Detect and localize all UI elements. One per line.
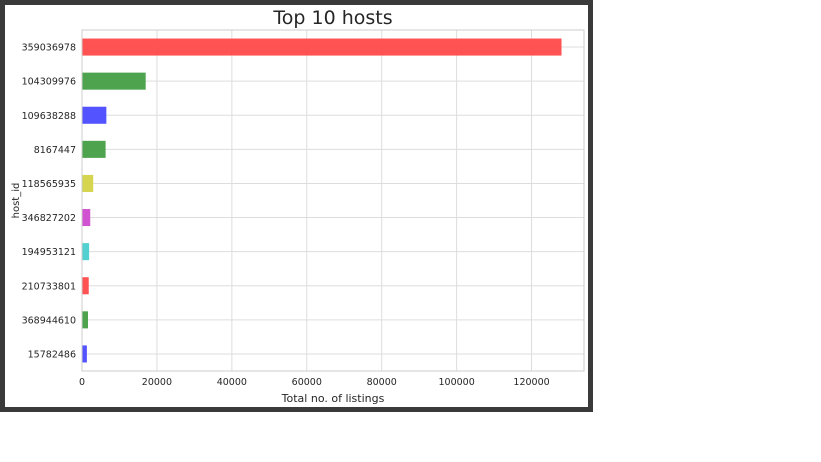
bar — [82, 209, 91, 227]
y-tick-label: 104309976 — [22, 77, 76, 88]
x-tick-label: 40000 — [217, 377, 247, 388]
bar-chart: Top 10 hosts 359036978 104309976 109638288… — [11, 7, 585, 405]
bar — [82, 106, 107, 124]
x-tick-label: 100000 — [438, 377, 474, 388]
chart-title: Top 10 hosts — [272, 7, 392, 29]
y-tick-label: 346827202 — [22, 213, 76, 224]
bar — [82, 345, 87, 363]
y-tick-label: 194953121 — [22, 247, 76, 258]
bar — [82, 38, 562, 56]
x-tick-label: 20000 — [142, 377, 172, 388]
x-axis-label: Total no. of listings — [281, 392, 385, 405]
y-axis-label: host_id — [11, 183, 22, 219]
y-tick-label: 8167447 — [34, 145, 76, 156]
bar — [82, 140, 106, 158]
y-tick-label: 118565935 — [22, 179, 76, 190]
x-tick-label: 60000 — [292, 377, 322, 388]
grid — [81, 30, 584, 371]
x-tick-label: 0 — [79, 377, 85, 388]
bar — [82, 311, 88, 329]
x-tick-label: 120000 — [513, 377, 549, 388]
y-tick-label: 368944610 — [22, 315, 76, 326]
y-tick-label: 109638288 — [22, 111, 76, 122]
figure-frame: Top 10 hosts 359036978 104309976 109638288… — [0, 0, 593, 412]
bars — [82, 38, 562, 363]
x-tick-labels: 0 20000 40000 60000 80000 100000 120000 — [79, 377, 550, 388]
y-tick-label: 15782486 — [28, 349, 76, 360]
chart-canvas: Top 10 hosts 359036978 104309976 109638288… — [5, 5, 588, 407]
bar — [82, 72, 146, 90]
bar — [82, 277, 89, 295]
y-tick-label: 359036978 — [22, 43, 76, 54]
x-tick-label: 80000 — [367, 377, 397, 388]
plot-area-frame — [81, 29, 585, 372]
bar — [82, 174, 94, 192]
y-tick-label: 210733801 — [22, 281, 76, 292]
bar — [82, 243, 90, 261]
y-tick-labels: 359036978 104309976 109638288 8167447 118565… — [22, 43, 76, 361]
